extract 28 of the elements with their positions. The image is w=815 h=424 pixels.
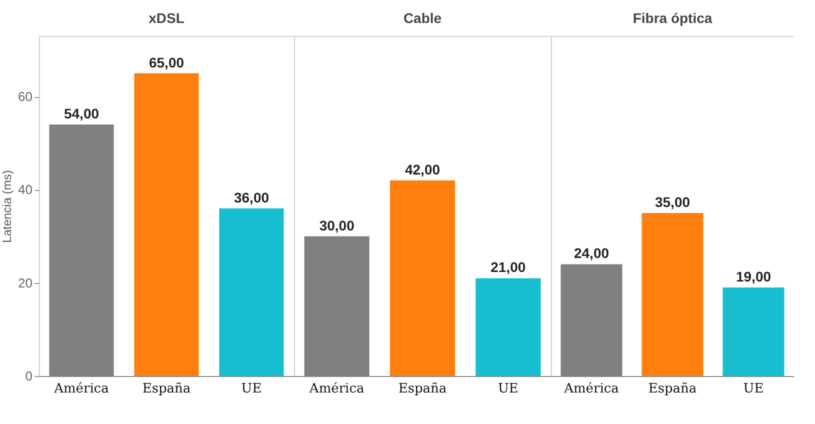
data-label: 35,00: [654, 194, 690, 210]
x-tick-label: UE: [743, 382, 764, 396]
data-label: 24,00: [574, 245, 610, 262]
x-tick-label: América: [563, 382, 620, 396]
x-tick-label: España: [398, 382, 447, 396]
y-tick-label: 60: [18, 89, 32, 104]
x-tick-label: España: [142, 382, 191, 396]
y-tick-label: 20: [18, 275, 32, 290]
x-tick-label: UE: [498, 382, 518, 396]
chart-title: Fibra óptica: [632, 10, 712, 26]
bar: [219, 208, 284, 376]
x-tick-label: España: [648, 382, 697, 396]
data-label: 19,00: [736, 268, 772, 285]
y-tick-label: 40: [18, 182, 32, 198]
chart-title: Cable: [403, 10, 442, 26]
y-axis-title: Latencia (ms): [0, 170, 14, 243]
data-label: 36,00: [234, 189, 270, 206]
data-label: 65,00: [148, 54, 184, 70]
data-label: 30,00: [319, 217, 355, 234]
data-label: 42,00: [404, 161, 440, 178]
chart-title: xDSL: [148, 10, 185, 26]
y-tick-label: 0: [25, 368, 32, 384]
data-label: 21,00: [490, 259, 526, 276]
x-tick-label: UE: [241, 382, 262, 396]
bar: [134, 73, 199, 376]
data-label: 54,00: [64, 105, 100, 122]
x-tick-label: América: [308, 382, 364, 396]
x-tick-label: América: [53, 382, 110, 396]
